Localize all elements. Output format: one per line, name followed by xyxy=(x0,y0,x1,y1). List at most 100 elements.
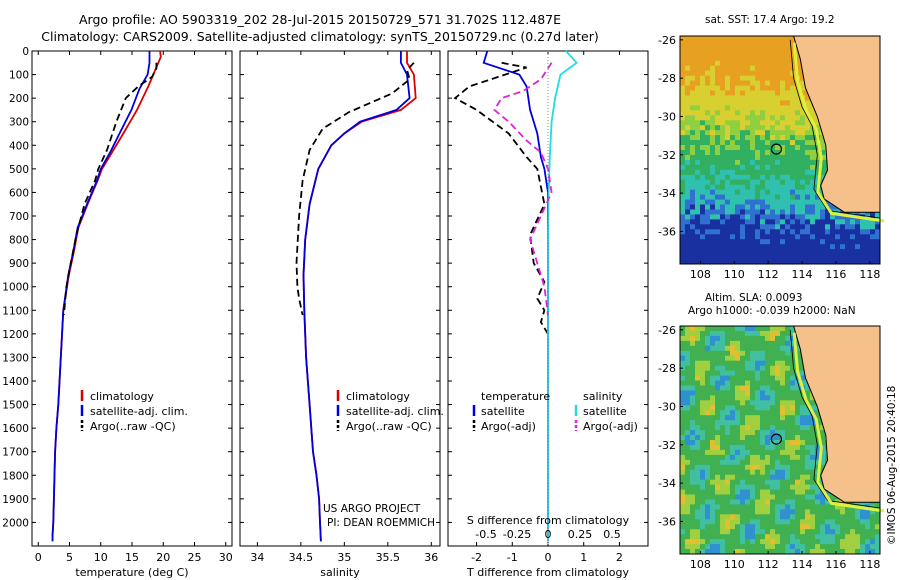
map-cell xyxy=(750,184,756,191)
map-cell xyxy=(745,489,751,495)
map-cell xyxy=(725,55,731,62)
map-cell xyxy=(765,524,771,530)
map-cell xyxy=(710,395,716,401)
map-cell xyxy=(730,105,736,111)
map-cell xyxy=(750,459,756,466)
map-cell xyxy=(715,55,721,62)
map-cell xyxy=(720,194,726,200)
map-cell xyxy=(715,95,721,101)
map-cell xyxy=(720,509,726,515)
map-cell xyxy=(740,454,746,461)
map-cell xyxy=(815,489,821,495)
x-axis-label: temperature (deg C) xyxy=(75,566,188,579)
map-cell xyxy=(745,50,751,57)
map-cell xyxy=(835,519,841,525)
map-cell xyxy=(765,155,771,161)
map-cell xyxy=(700,60,706,67)
map-cell xyxy=(795,489,801,495)
map-cell xyxy=(770,224,776,230)
map-cell xyxy=(730,169,736,176)
map-cell xyxy=(755,189,761,196)
map-cell xyxy=(765,355,771,362)
map-cell xyxy=(685,110,691,116)
map-cell xyxy=(755,445,761,451)
map-cell xyxy=(700,110,706,116)
map-cell xyxy=(820,524,826,530)
map-cell xyxy=(715,259,721,265)
map-cell xyxy=(730,159,736,166)
map-cell xyxy=(715,345,721,352)
map-cell xyxy=(740,70,746,77)
map-cell xyxy=(730,415,736,421)
map-cell xyxy=(805,95,811,101)
map-cell xyxy=(820,519,826,525)
map-cell xyxy=(770,400,776,406)
map-cell xyxy=(790,120,796,126)
map-cell xyxy=(705,85,711,91)
map-cell xyxy=(715,45,721,52)
map-cell xyxy=(735,80,741,86)
map-cell xyxy=(775,479,781,486)
map-cell xyxy=(700,425,706,431)
map-cell xyxy=(760,174,766,181)
map-cell xyxy=(835,514,841,520)
map-cell xyxy=(800,479,806,486)
map-cell xyxy=(835,259,841,265)
map-cell xyxy=(785,41,791,47)
map-cell xyxy=(700,514,706,520)
map-cell xyxy=(845,529,851,535)
map-cell xyxy=(775,70,781,77)
map-cell xyxy=(725,405,731,411)
map-cell xyxy=(870,544,876,550)
map-cell xyxy=(790,70,796,77)
map-cell xyxy=(695,105,701,111)
map-cell xyxy=(860,529,866,535)
map-cell xyxy=(780,445,786,451)
map-cell xyxy=(715,469,721,476)
map-cell xyxy=(680,534,686,540)
map-cell xyxy=(795,100,801,106)
map-cell xyxy=(815,224,821,230)
map-cell xyxy=(860,229,866,235)
map-cell xyxy=(845,534,851,540)
map-cell xyxy=(710,459,716,466)
map-cell xyxy=(710,234,716,240)
map-cell xyxy=(765,454,771,461)
map-cell xyxy=(720,335,726,342)
map-cell xyxy=(760,345,766,352)
map-cell xyxy=(780,234,786,240)
map-cell xyxy=(725,209,731,215)
map-cell xyxy=(745,254,751,260)
map-cell xyxy=(865,509,871,515)
map-cell xyxy=(810,449,816,456)
map-cell xyxy=(790,544,796,550)
map-cell xyxy=(705,326,711,332)
map-cell xyxy=(800,184,806,191)
map-cell xyxy=(805,395,811,401)
map-cell xyxy=(705,75,711,82)
map-cell xyxy=(805,410,811,416)
map-cell xyxy=(710,85,716,91)
map-cell xyxy=(795,159,801,166)
map-cell xyxy=(690,199,696,205)
y-tick-label: 100 xyxy=(9,70,29,82)
map-cell xyxy=(790,36,796,42)
map-cell xyxy=(760,479,766,486)
map-cell xyxy=(795,435,801,441)
map-cell xyxy=(700,390,706,396)
map-cell xyxy=(760,164,766,171)
map-cell xyxy=(700,95,706,101)
map-cell xyxy=(725,534,731,540)
map-cell xyxy=(785,469,791,476)
map-cell xyxy=(700,125,706,131)
map-cell xyxy=(875,234,881,240)
map-cell xyxy=(730,420,736,426)
map-cell xyxy=(770,494,776,500)
map-cell xyxy=(790,430,796,436)
map-cell xyxy=(705,60,711,67)
map-cell xyxy=(795,169,801,176)
argo-position-marker xyxy=(770,143,783,155)
y-tick-label: 400 xyxy=(9,140,29,152)
map-cell xyxy=(740,474,746,481)
map-cell xyxy=(695,249,701,255)
